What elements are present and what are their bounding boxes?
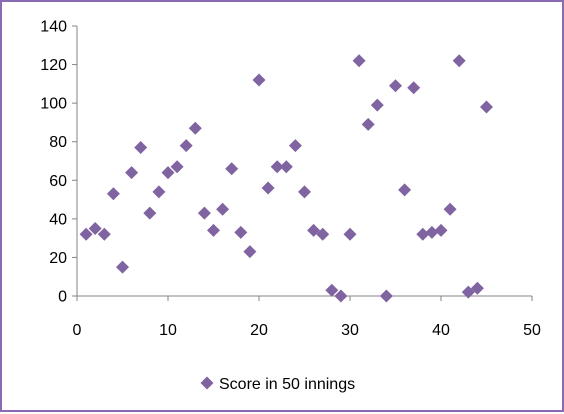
y-tick-label: 80 bbox=[49, 134, 67, 151]
data-point bbox=[279, 160, 293, 174]
x-axis-ticks: 0 10 20 30 40 50 bbox=[73, 296, 541, 339]
data-point bbox=[152, 185, 166, 199]
data-point bbox=[407, 81, 421, 95]
data-point bbox=[116, 260, 129, 274]
data-point bbox=[334, 289, 348, 303]
y-tick-label: 20 bbox=[49, 250, 67, 267]
data-point bbox=[270, 160, 284, 174]
data-point bbox=[134, 141, 148, 154]
data-point bbox=[125, 166, 139, 180]
data-point bbox=[288, 139, 302, 153]
data-point bbox=[434, 223, 448, 237]
x-tick-label: 40 bbox=[432, 322, 450, 339]
y-tick-label: 100 bbox=[40, 96, 67, 113]
data-point bbox=[470, 281, 484, 295]
data-point bbox=[106, 187, 120, 201]
data-point bbox=[252, 73, 266, 87]
y-tick-label: 120 bbox=[40, 57, 67, 74]
data-point bbox=[179, 139, 193, 153]
y-tick-label: 40 bbox=[49, 211, 67, 228]
data-point bbox=[261, 181, 275, 195]
data-point bbox=[88, 222, 102, 235]
y-tick-label: 60 bbox=[49, 173, 67, 190]
axes bbox=[76, 26, 532, 297]
data-point bbox=[143, 206, 157, 220]
data-points bbox=[79, 54, 493, 303]
x-tick-label: 10 bbox=[159, 322, 177, 339]
data-point bbox=[216, 202, 230, 216]
data-point bbox=[389, 79, 402, 93]
data-point bbox=[452, 54, 466, 68]
data-point bbox=[170, 160, 184, 174]
data-point bbox=[79, 227, 93, 241]
x-tick-label: 50 bbox=[523, 322, 541, 339]
y-axis-ticks: 0 20 40 60 80 100 120 140 bbox=[40, 19, 77, 306]
data-point bbox=[379, 289, 393, 303]
data-point bbox=[361, 117, 375, 131]
data-point bbox=[370, 98, 384, 112]
x-tick-label: 0 bbox=[73, 322, 82, 339]
y-tick-label: 0 bbox=[58, 289, 67, 306]
data-point bbox=[416, 227, 430, 241]
data-point bbox=[243, 245, 257, 259]
y-tick-label: 140 bbox=[40, 19, 67, 36]
legend-marker-diamond bbox=[200, 376, 214, 390]
legend: Score in 50 innings bbox=[200, 376, 355, 393]
x-tick-label: 20 bbox=[250, 322, 268, 339]
data-point bbox=[234, 225, 248, 239]
data-point bbox=[97, 227, 111, 241]
data-point bbox=[352, 54, 366, 68]
data-point bbox=[197, 206, 211, 220]
x-tick-label: 30 bbox=[341, 322, 359, 339]
data-point bbox=[443, 202, 457, 216]
data-point bbox=[298, 185, 311, 199]
data-point bbox=[316, 227, 330, 241]
data-point bbox=[480, 100, 493, 114]
data-point bbox=[207, 223, 220, 237]
data-point bbox=[398, 183, 412, 197]
legend-label: Score in 50 innings bbox=[219, 376, 355, 393]
data-point bbox=[325, 283, 339, 297]
data-point bbox=[188, 121, 202, 135]
data-point bbox=[161, 166, 175, 180]
data-point bbox=[425, 225, 439, 239]
data-point bbox=[225, 162, 239, 176]
data-point bbox=[343, 227, 357, 241]
